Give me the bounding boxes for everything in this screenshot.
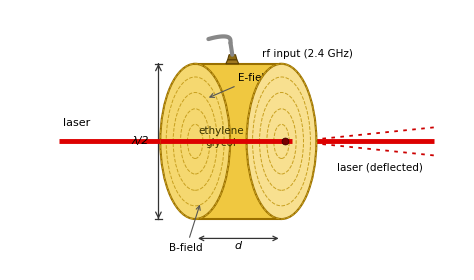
Text: E-field: E-field [210,73,271,97]
Text: d: d [235,241,242,251]
Polygon shape [195,64,282,219]
Ellipse shape [246,64,317,219]
Polygon shape [226,60,239,64]
Text: ethylene
glycol: ethylene glycol [198,126,244,148]
Ellipse shape [160,64,230,219]
Text: λ/2: λ/2 [132,136,149,146]
Text: B-field: B-field [169,206,203,253]
Text: rf input (2.4 GHz): rf input (2.4 GHz) [262,49,353,59]
Polygon shape [228,55,237,60]
Text: laser (deflected): laser (deflected) [337,163,423,173]
Text: laser: laser [63,118,90,129]
